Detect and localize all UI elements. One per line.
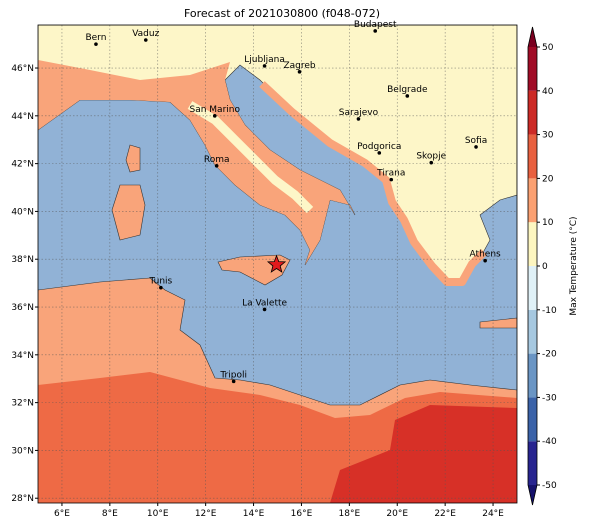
coastal-warm-zone: [38, 60, 355, 265]
colorbar-tick-label: 40: [542, 87, 554, 97]
city-dot: [377, 151, 382, 155]
city-dot: [262, 64, 267, 68]
city-label: Vaduz: [132, 29, 159, 39]
city-dot: [474, 145, 478, 149]
colorbar-tick-label: 0: [542, 262, 548, 272]
city-label: Sarajevo: [339, 108, 379, 118]
city-dot: [373, 29, 378, 33]
city-label: Tunis: [148, 277, 172, 287]
colorbar-tick-label: 20: [542, 174, 554, 184]
colorbar-tick-label: -30: [542, 393, 557, 403]
grid: [38, 25, 517, 503]
city-label: Ljubljana: [244, 55, 285, 65]
y-tick-label: 28°N: [11, 494, 34, 504]
sardinia: [111, 184, 146, 241]
colorbar-band: [528, 90, 537, 135]
colorbar-tick-label: -20: [542, 350, 557, 360]
city-label: La Valette: [242, 298, 287, 308]
x-tick-label: 10°E: [147, 509, 169, 519]
y-tick-label: 46°N: [11, 64, 34, 74]
corsica: [125, 144, 141, 173]
city-label: Skopje: [416, 152, 446, 162]
city-dot: [262, 307, 267, 312]
city-label: Budapest: [354, 20, 397, 30]
colorbar-band: [528, 309, 537, 354]
x-tick-label: 18°E: [339, 509, 361, 519]
city-label: Zagreb: [283, 61, 315, 71]
colorbar-band: [528, 266, 537, 310]
city-dot: [389, 177, 394, 182]
x-tick-label: 14°E: [243, 509, 265, 519]
colorbar-tick-label: -50: [542, 481, 557, 491]
x-tick-label: 22°E: [434, 509, 456, 519]
colorbar-band: [528, 353, 537, 398]
colorbar-tick-label: -10: [542, 306, 557, 316]
city-label: Tripoli: [219, 370, 247, 380]
city-label: Sofia: [465, 136, 487, 146]
city-dot: [297, 70, 302, 74]
city-dot: [231, 379, 236, 384]
x-tick-label: 24°E: [482, 509, 504, 519]
city-dot: [143, 38, 148, 42]
x-tick-label: 6°E: [54, 509, 70, 519]
colorbar-band: [528, 441, 537, 485]
colorbar-band: [528, 222, 537, 266]
balkan-coast-warm: [259, 81, 487, 286]
colorbar-band: [528, 397, 537, 442]
city-dot: [429, 160, 434, 165]
title: Forecast of 2021030800 (f048-072): [184, 7, 380, 20]
city-dot: [212, 114, 217, 118]
city-label: Tirana: [376, 169, 405, 179]
city-label: San Marino: [190, 105, 241, 115]
x-tick-label: 16°E: [291, 509, 313, 519]
city-label: Belgrade: [387, 85, 428, 95]
city-label: Bern: [85, 33, 106, 43]
y-tick-label: 38°N: [11, 255, 34, 265]
colorbar-tick-label: 10: [542, 218, 554, 228]
y-tick-label: 42°N: [11, 160, 34, 170]
colorbar-tick-label: 30: [542, 131, 554, 141]
x-tick-label: 20°E: [386, 509, 408, 519]
x-tick-label: 12°E: [195, 509, 217, 519]
colorbar-label: Max Temperature (°C): [569, 216, 579, 315]
city-label: Roma: [204, 155, 230, 165]
city-dot: [159, 285, 163, 290]
city-dot: [356, 117, 361, 121]
colorbar-under: [528, 485, 537, 505]
location-star: [266, 254, 287, 273]
colorbar-tick-label: -40: [542, 437, 557, 447]
y-tick-label: 34°N: [11, 351, 34, 361]
city-dot: [483, 258, 487, 263]
africa-very-hot-zone: [330, 405, 517, 503]
crete: [479, 317, 517, 329]
y-tick-label: 36°N: [11, 303, 34, 313]
colorbar-band: [528, 134, 537, 179]
city-label: Podgorica: [357, 142, 401, 152]
city-dot: [214, 163, 219, 168]
x-tick-label: 8°E: [102, 509, 118, 519]
city-dot: [405, 94, 410, 98]
map-frame: [37, 24, 518, 504]
colorbar-tick-label: 50: [542, 43, 554, 53]
city-label: Athens: [470, 250, 501, 260]
y-tick-label: 44°N: [11, 112, 34, 122]
y-tick-label: 32°N: [11, 399, 34, 409]
colorbar-over: [528, 27, 537, 47]
apennine-cool-zone: [187, 101, 314, 214]
colorbar-band: [528, 47, 537, 91]
city-dot: [94, 42, 98, 46]
colorbar-band: [528, 178, 537, 223]
y-tick-label: 30°N: [11, 446, 34, 456]
y-tick-label: 40°N: [11, 207, 34, 217]
map-layers: [38, 25, 517, 503]
